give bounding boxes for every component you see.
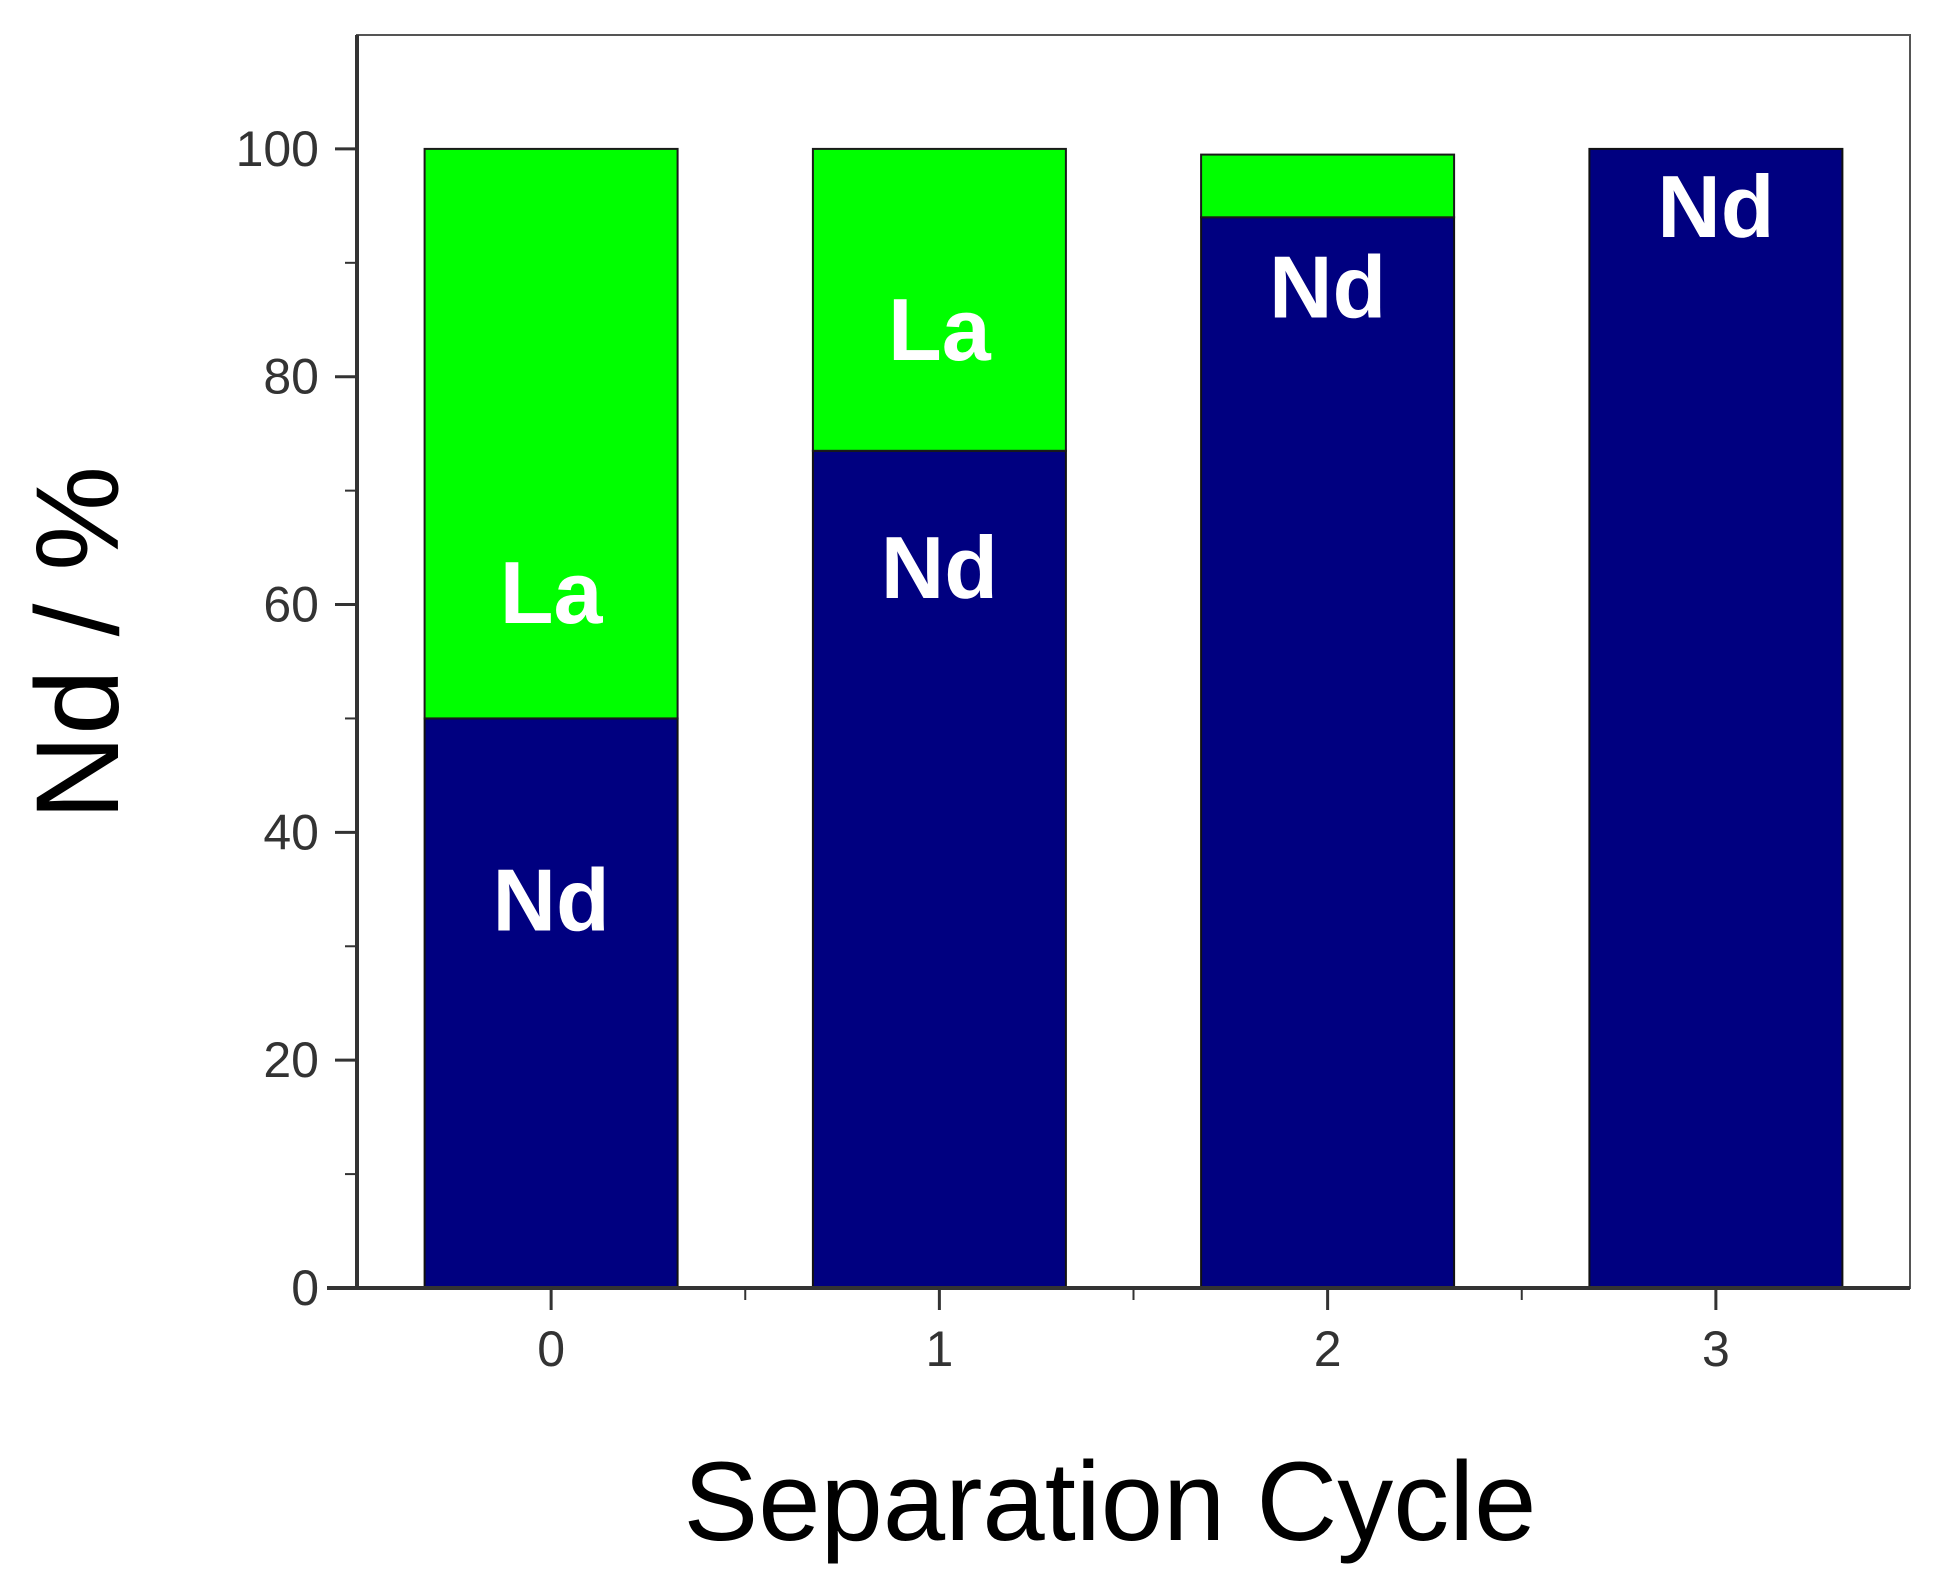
segment-label-la-cycle-1: La <box>888 280 992 379</box>
bar-nd-cycle-1 <box>811 449 1067 1289</box>
x-tick-label-0: 0 <box>537 1321 565 1377</box>
segment-label-nd-cycle-2: Nd <box>1269 237 1386 336</box>
bar-la-cycle-0 <box>423 147 679 720</box>
y-tick-label-0: 0 <box>291 1260 319 1316</box>
segment-label-nd-cycle-0: Nd <box>492 851 609 950</box>
segment-labels-layer: Nd La Nd La Nd Nd <box>492 157 1774 950</box>
y-axis-title: Nd / % <box>12 466 144 820</box>
bars-layer <box>423 147 1844 1289</box>
x-tick-label-1: 1 <box>925 1321 953 1377</box>
bar-nd-cycle-0 <box>423 717 679 1289</box>
y-tick-label-40: 40 <box>263 804 319 860</box>
segment-label-nd-cycle-1: Nd <box>881 518 998 617</box>
bar-nd-cycle-3 <box>1588 147 1844 1289</box>
y-tick-label-80: 80 <box>263 349 319 405</box>
x-tick-label-2: 2 <box>1314 1321 1342 1377</box>
x-tick-label-3: 3 <box>1702 1321 1730 1377</box>
segment-label-la-cycle-0: La <box>500 543 604 642</box>
y-tick-label-100: 100 <box>236 121 319 177</box>
axes-layer: 0 20 40 60 80 100 0 1 2 3 <box>236 34 1911 1377</box>
y-tick-label-60: 60 <box>263 577 319 633</box>
bar-nd-cycle-2 <box>1200 216 1456 1289</box>
bar-la-cycle-2 <box>1200 153 1456 219</box>
bar-la-cycle-1 <box>811 147 1067 452</box>
segment-label-nd-cycle-3: Nd <box>1657 157 1774 256</box>
y-tick-label-20: 20 <box>263 1032 319 1088</box>
x-axis-title: Separation Cycle <box>684 1439 1537 1564</box>
